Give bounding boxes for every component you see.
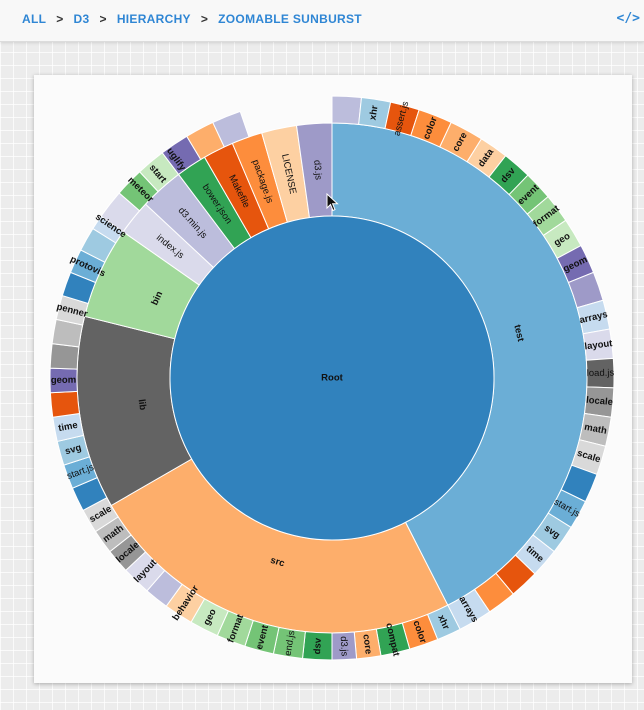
sunburst-arc[interactable] [49,343,80,370]
breadcrumb-all[interactable]: ALL [22,12,47,26]
sunburst-arc-locale[interactable] [583,386,615,418]
sunburst-arc-dsv[interactable] [301,631,333,661]
sunburst-arc-geom[interactable] [49,367,78,394]
breadcrumb-separator: > [99,12,107,26]
breadcrumb: ALL > D3 > HIERARCHY > ZOOMABLE SUNBURST [22,12,362,26]
breadcrumb-hierarchy[interactable]: HIERARCHY [116,12,191,26]
sunburst-rings [49,95,615,661]
breadcrumb-separator: > [56,12,64,26]
breadcrumb-d3[interactable]: D3 [73,12,90,26]
top-bar: ALL > D3 > HIERARCHY > ZOOMABLE SUNBURST </> [0,0,644,42]
sunburst-arc[interactable] [49,390,81,418]
code-icon[interactable]: </> [616,11,640,26]
breadcrumb-zoomable-sunburst[interactable]: ZOOMABLE SUNBURST [218,12,362,26]
breadcrumb-separator: > [200,12,209,26]
sunburst-chart[interactable]: Root testsrclibbinindex.jsd3.min.jsbower… [34,75,632,683]
sunburst-arc[interactable] [331,95,363,125]
sunburst-arc[interactable] [212,110,250,148]
root-circle[interactable] [169,215,495,541]
mouse-cursor-icon [326,193,339,212]
sunburst-arc-layout[interactable] [582,328,614,361]
sunburst-arc-d3-js[interactable] [331,631,358,661]
sunburst-arc-core[interactable] [353,628,382,660]
sunburst-arc-load-js[interactable] [585,357,615,389]
chart-card: Root test src lib bin index.js d3.min.js bower… [34,75,632,683]
